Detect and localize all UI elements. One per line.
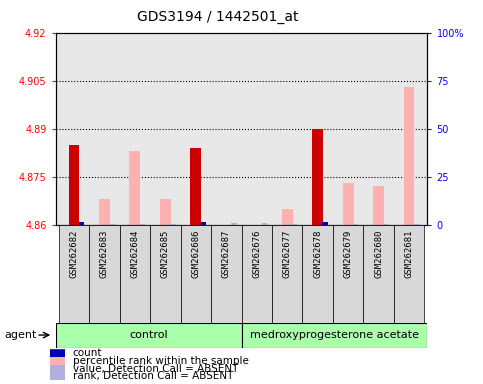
Bar [58, 225, 89, 323]
Text: GSM262682: GSM262682 [70, 230, 78, 278]
Text: GSM262683: GSM262683 [100, 230, 109, 278]
Bar [384, 223, 389, 225]
Text: rank, Detection Call = ABSENT: rank, Detection Call = ABSENT [72, 371, 233, 381]
Bar [404, 87, 414, 225]
Bar [302, 225, 333, 323]
Text: GSM262677: GSM262677 [283, 230, 292, 278]
Text: GSM262681: GSM262681 [405, 230, 413, 278]
Text: GSM262679: GSM262679 [344, 230, 353, 278]
Text: GSM262687: GSM262687 [222, 230, 231, 278]
Bar [50, 357, 65, 380]
Bar [129, 151, 140, 225]
Bar [50, 365, 65, 384]
Bar [99, 199, 110, 225]
Bar [89, 225, 120, 323]
Bar [231, 223, 237, 225]
Bar [242, 323, 427, 348]
Bar [181, 225, 211, 323]
Bar [292, 223, 298, 225]
Bar [353, 223, 358, 225]
Text: value, Detection Call = ABSENT: value, Detection Call = ABSENT [72, 364, 238, 374]
Text: GSM262685: GSM262685 [161, 230, 170, 278]
Bar [323, 222, 328, 225]
Text: percentile rank within the sample: percentile rank within the sample [72, 356, 248, 366]
Bar [261, 223, 267, 225]
Text: GSM262686: GSM262686 [191, 230, 200, 278]
Bar [282, 209, 293, 225]
Bar [69, 145, 79, 225]
Text: medroxyprogesterone acetate: medroxyprogesterone acetate [250, 330, 419, 340]
Bar [272, 225, 302, 323]
Text: agent: agent [5, 330, 37, 340]
Text: GSM262684: GSM262684 [130, 230, 139, 278]
Text: GSM262680: GSM262680 [374, 230, 383, 278]
Bar [333, 225, 363, 323]
Text: GDS3194 / 1442501_at: GDS3194 / 1442501_at [137, 10, 298, 23]
Bar [50, 342, 65, 365]
Bar [120, 225, 150, 323]
Bar [363, 225, 394, 323]
Bar [190, 148, 201, 225]
Bar [140, 223, 145, 225]
Bar [109, 223, 114, 225]
Bar [394, 225, 425, 323]
Bar [313, 129, 323, 225]
Bar [150, 225, 181, 323]
Text: GSM262678: GSM262678 [313, 230, 322, 278]
Bar [56, 323, 242, 348]
Bar [242, 225, 272, 323]
Text: GSM262676: GSM262676 [252, 230, 261, 278]
Bar [414, 223, 419, 225]
Text: count: count [72, 348, 102, 358]
Bar [160, 199, 170, 225]
Bar [79, 222, 84, 225]
Bar [50, 349, 65, 372]
Bar [170, 223, 175, 225]
Bar [343, 183, 354, 225]
Bar [200, 222, 206, 225]
Bar [211, 225, 242, 323]
Bar [373, 186, 384, 225]
Text: control: control [129, 330, 168, 340]
